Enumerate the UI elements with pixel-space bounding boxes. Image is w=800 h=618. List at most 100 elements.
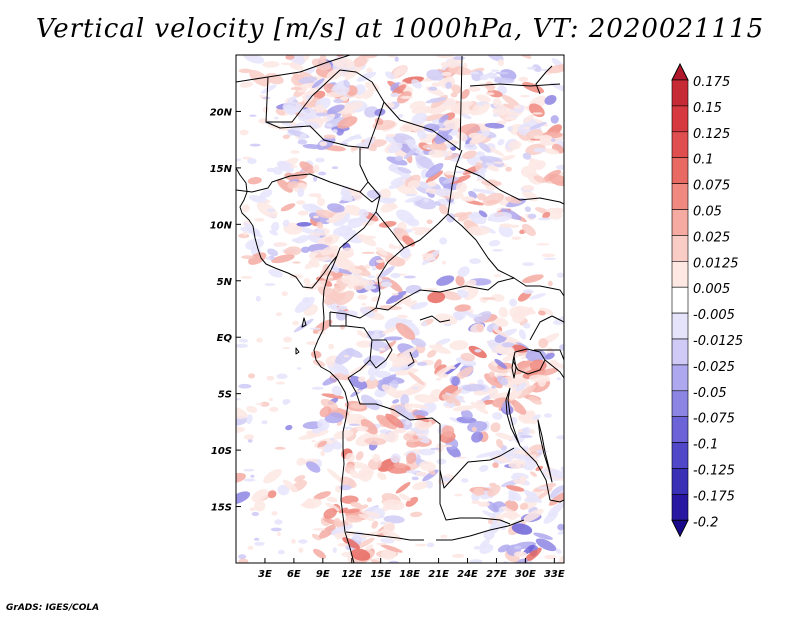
descent-patch	[449, 402, 455, 409]
ascent-patch	[509, 224, 520, 228]
descent-patch	[471, 314, 483, 317]
ascent-patch	[299, 161, 315, 174]
descent-patch	[236, 491, 251, 505]
descent-patch	[423, 123, 440, 133]
ascent-patch	[280, 62, 293, 65]
ascent-patch	[388, 204, 398, 210]
ascent-patch	[530, 471, 537, 477]
descent-patch	[390, 92, 400, 98]
ascent-patch	[501, 512, 512, 518]
ascent-patch	[326, 496, 338, 503]
descent-patch	[374, 108, 386, 117]
ascent-patch	[249, 40, 268, 50]
colorbar: 0.175 0.15 0.125 0.1 0.075 0.05 0.025 0.0125 0.0…	[671, 62, 743, 538]
descent-patch	[262, 96, 271, 99]
colorbar-bin	[671, 286, 689, 314]
descent-patch	[398, 113, 404, 118]
ascent-patch	[310, 350, 322, 359]
descent-patch	[379, 265, 395, 279]
ascent-patch	[316, 221, 324, 229]
descent-patch	[278, 549, 285, 555]
descent-patch	[484, 122, 505, 129]
ascent-patch	[306, 341, 319, 345]
coastlines-and-borders	[236, 55, 564, 563]
ascent-patch	[434, 396, 440, 402]
descent-patch	[347, 217, 366, 229]
descent-patch	[525, 580, 542, 588]
ascent-patch	[313, 491, 331, 500]
descent-patch	[479, 74, 489, 81]
descent-patch	[246, 49, 258, 55]
ascent-patch	[529, 374, 551, 383]
descent-patch	[327, 203, 345, 213]
ascent-patch	[471, 226, 491, 236]
ascent-patch	[313, 548, 326, 559]
ascent-patch	[534, 160, 546, 171]
colorbar-bin	[671, 338, 689, 366]
grads-credit: GrADS: IGES/COLA	[6, 603, 100, 613]
ascent-patch	[243, 434, 255, 440]
descent-patch	[568, 97, 587, 110]
descent-patch	[556, 377, 562, 381]
ascent-patch	[522, 274, 544, 284]
descent-patch	[406, 218, 420, 227]
ascent-patch	[516, 462, 521, 468]
descent-patch	[410, 427, 419, 432]
map-frame	[235, 54, 565, 564]
descent-patch	[274, 116, 279, 120]
ascent-patch	[411, 300, 418, 305]
descent-patch	[399, 144, 421, 156]
descent-patch	[457, 266, 470, 278]
descent-patch	[509, 298, 517, 307]
ascent-patch	[251, 489, 269, 503]
ascent-patch	[381, 501, 395, 512]
descent-patch	[411, 112, 428, 125]
descent-patch	[414, 197, 437, 210]
ascent-patch	[345, 515, 363, 523]
colorbar-label: -0.2	[693, 515, 718, 530]
ascent-patch	[476, 193, 487, 201]
ascent-patch	[415, 35, 430, 48]
ascent-patch	[454, 304, 471, 312]
ascent-patch	[548, 491, 564, 506]
ascent-patch	[319, 141, 328, 147]
descent-patch	[434, 131, 449, 144]
ascent-patch	[282, 347, 291, 350]
descent-patch	[557, 523, 564, 531]
descent-patch	[519, 434, 533, 439]
ascent-patch	[518, 310, 531, 316]
descent-patch	[351, 229, 357, 236]
ascent-patch	[485, 81, 495, 92]
ascent-patch	[317, 197, 325, 207]
lon-tick-label: 24E	[457, 569, 478, 580]
ascent-patch	[526, 410, 536, 419]
ascent-patch	[412, 435, 419, 440]
descent-patch	[550, 138, 556, 142]
ascent-patch	[427, 181, 437, 187]
ascent-patch	[475, 94, 491, 103]
ascent-patch	[426, 349, 437, 358]
ascent-patch	[323, 134, 336, 139]
descent-patch	[512, 384, 518, 388]
descent-patch	[472, 188, 481, 192]
ascent-patch	[293, 31, 316, 46]
descent-patch	[308, 212, 331, 225]
descent-patch	[390, 380, 399, 389]
ascent-patch	[357, 294, 368, 300]
ascent-patch	[519, 475, 527, 482]
descent-patch	[298, 76, 318, 84]
ascent-patch	[364, 378, 379, 390]
descent-patch	[522, 289, 534, 294]
descent-patch	[248, 195, 269, 204]
ascent-patch	[435, 377, 442, 381]
descent-patch	[550, 82, 564, 94]
descent-patch	[297, 187, 305, 198]
ascent-patch	[457, 123, 482, 135]
ascent-patch	[313, 215, 319, 219]
descent-patch	[246, 414, 253, 425]
ascent-patch	[502, 353, 519, 362]
lon-tick-label: 15E	[370, 569, 391, 580]
ascent-patch	[342, 537, 361, 550]
ascent-patch	[236, 426, 246, 434]
descent-patch	[488, 240, 501, 247]
